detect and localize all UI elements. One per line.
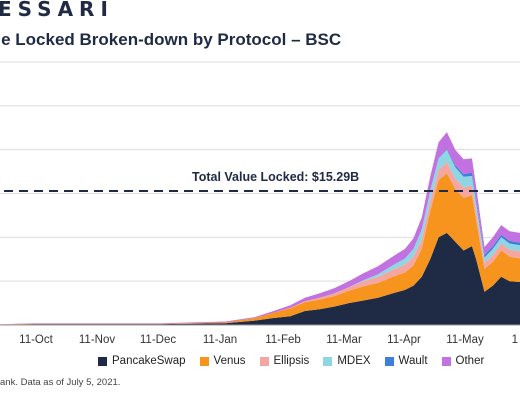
legend-swatch [98,356,107,366]
legend-swatch [199,356,209,366]
legend-item-venus: Venus [199,355,246,367]
x-tick-label: 11-May [446,334,484,346]
legend-swatch [323,356,333,366]
legend-label: Ellipsis [273,355,310,367]
legend-label: PancakeSwap [112,355,186,367]
x-tick-label: 11-Apr [387,334,421,346]
series-area-venus [0,173,520,325]
legend-item-wault: Wault [384,355,428,367]
legend-label: Other [455,355,485,367]
x-tick-label: 11-Oct [19,334,53,346]
x-tick-label: 11-Nov [79,334,115,346]
x-tick-label: 1 [512,334,518,346]
legend-swatch [441,356,451,366]
legend-item-other: Other [441,355,485,367]
chart-legend: PancakeSwap Venus Ellipsis MDEX Wault Other [98,355,492,367]
reference-line-label: Total Value Locked: $15.29B [192,170,359,184]
x-tick-label: 11-Dec [140,334,176,346]
legend-item-mdex: MDEX [323,355,371,367]
footnote: ank. Data as of July 5, 2021. [0,377,121,388]
chart-title: lue Locked Broken-down by Protocol – BSC [0,30,342,49]
x-tick-label: 11-Mar [326,334,362,346]
legend-item-pancakeswap: PancakeSwap [98,355,186,367]
legend-label: MDEX [337,355,371,367]
legend-swatch [259,356,269,366]
series-area-pancakeswap [0,232,520,325]
x-tick-label: 11-Jan [203,334,237,346]
x-tick-label: 11-Feb [265,334,301,346]
legend-item-ellipsis: Ellipsis [259,355,310,367]
brand-logo: ESSARI [0,0,114,21]
legend-swatch [384,356,394,366]
legend-label: Wault [398,355,428,367]
legend-label: Venus [213,355,246,367]
